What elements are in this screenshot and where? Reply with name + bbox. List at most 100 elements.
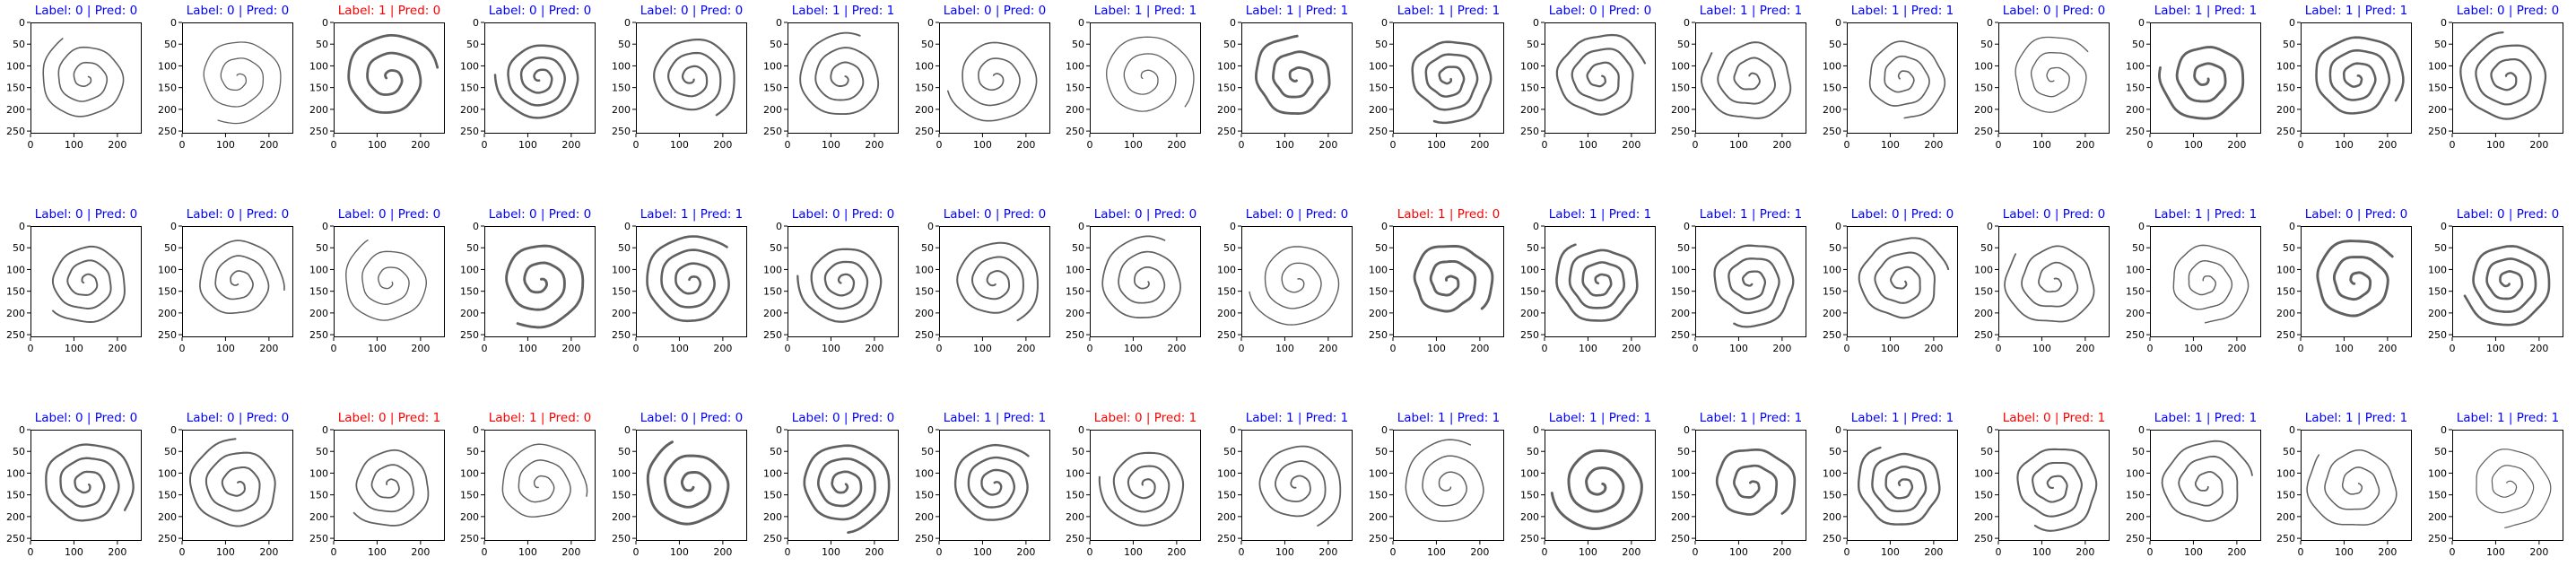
y-tick-label: 50 (770, 446, 782, 457)
x-tick-label: 100 (216, 343, 235, 354)
y-tick-label: 50 (316, 446, 328, 457)
y-tick-label: 250 (612, 329, 631, 341)
y-tick-label: 100 (1369, 264, 1388, 275)
panel-title: Label: 1 | Pred: 1 (2154, 411, 2257, 425)
panel-image (2301, 22, 2412, 134)
y-tick-label: 150 (460, 490, 479, 501)
axes-frame (1847, 226, 1958, 337)
x-tick-label: 0 (2147, 343, 2154, 354)
x-tick-label: 200 (1772, 139, 1791, 151)
y-tick-label: 0 (1533, 424, 1539, 436)
panel-title: Label: 1 | Pred: 1 (1700, 4, 1802, 18)
x-tick-label: 200 (1470, 139, 1489, 151)
x-tick-label: 200 (2529, 546, 2548, 558)
y-tick-label: 100 (6, 264, 25, 275)
y-tick-label: 250 (2126, 533, 2145, 545)
y-tick-label: 50 (1829, 242, 1841, 254)
panel-image (939, 430, 1050, 541)
x-tick-label: 100 (1124, 546, 1143, 558)
x-tick-label: 200 (1924, 139, 1943, 151)
y-tick-label: 0 (1230, 17, 1236, 29)
y-tick-label: 0 (2441, 17, 2447, 29)
spiral-drawing (796, 248, 883, 323)
spiral-drawing (646, 235, 730, 323)
y-tick-label: 200 (612, 308, 631, 319)
y-tick-label: 150 (1974, 286, 1993, 298)
x-tick-label: 200 (1622, 139, 1640, 151)
y-tick-label: 100 (1369, 467, 1388, 479)
y-tick-label: 200 (1066, 511, 1084, 523)
panel-title: Label: 0 | Pred: 1 (338, 411, 440, 425)
x-tick-label: 200 (2378, 139, 2397, 151)
y-tick-label: 150 (915, 490, 934, 501)
x-tick-label: 200 (1622, 343, 1640, 354)
x-tick-label: 200 (865, 546, 883, 558)
y-tick-label: 200 (158, 104, 177, 116)
y-tick-label: 150 (6, 286, 25, 298)
x-tick-label: 0 (482, 139, 488, 151)
x-tick-label: 200 (2227, 343, 2246, 354)
y-tick-label: 100 (763, 60, 782, 72)
x-tick-label: 0 (179, 139, 186, 151)
x-tick-label: 200 (259, 139, 278, 151)
y-tick-label: 0 (624, 221, 631, 232)
axes-frame (788, 22, 899, 134)
y-tick-label: 100 (763, 467, 782, 479)
y-tick-label: 250 (1823, 329, 1841, 341)
x-tick-label: 100 (1275, 343, 1294, 354)
panel-title: Label: 0 | Pred: 0 (187, 411, 289, 425)
y-tick-label: 50 (2283, 242, 2295, 254)
spiral-drawing (803, 444, 891, 535)
y-tick-label: 50 (1527, 39, 1539, 50)
axes-frame (484, 430, 596, 541)
y-tick-label: 100 (158, 264, 177, 275)
y-tick-label: 50 (1677, 446, 1690, 457)
y-tick-label: 0 (473, 17, 479, 29)
panel-image (334, 22, 445, 134)
axes-frame (1695, 430, 1806, 541)
y-tick-label: 0 (927, 424, 934, 436)
spiral-drawing (953, 443, 1030, 521)
y-tick-label: 150 (1217, 286, 1236, 298)
axes-frame (1090, 430, 1201, 541)
y-tick-label: 50 (618, 446, 631, 457)
x-tick-label: 100 (1427, 546, 1446, 558)
y-tick-label: 0 (170, 424, 177, 436)
panel-title: Label: 1 | Pred: 1 (792, 4, 894, 18)
x-tick-label: 0 (1239, 139, 1245, 151)
panel-image (1393, 226, 1504, 337)
panel-title: Label: 0 | Pred: 0 (35, 411, 137, 425)
panel-title: Label: 0 | Pred: 0 (1094, 207, 1197, 222)
y-tick-label: 200 (2428, 104, 2447, 116)
axes-frame (1545, 22, 1656, 134)
spiral-drawing (653, 38, 735, 117)
y-tick-label: 150 (309, 490, 328, 501)
x-tick-label: 200 (2378, 343, 2397, 354)
axes-frame (939, 22, 1050, 134)
x-tick-label: 0 (785, 343, 791, 354)
x-tick-label: 100 (670, 343, 689, 354)
y-tick-label: 250 (158, 126, 177, 137)
y-tick-label: 200 (6, 104, 25, 116)
y-tick-label: 100 (1520, 467, 1539, 479)
y-tick-label: 150 (1823, 83, 1841, 94)
y-tick-label: 50 (1375, 446, 1388, 457)
panel-image (30, 226, 142, 337)
panel-title: Label: 1 | Pred: 0 (338, 4, 440, 18)
panel-image (1695, 22, 1806, 134)
y-tick-label: 150 (2126, 490, 2145, 501)
y-tick-label: 0 (1987, 424, 1993, 436)
y-tick-label: 200 (763, 308, 782, 319)
x-tick-label: 0 (1844, 139, 1850, 151)
